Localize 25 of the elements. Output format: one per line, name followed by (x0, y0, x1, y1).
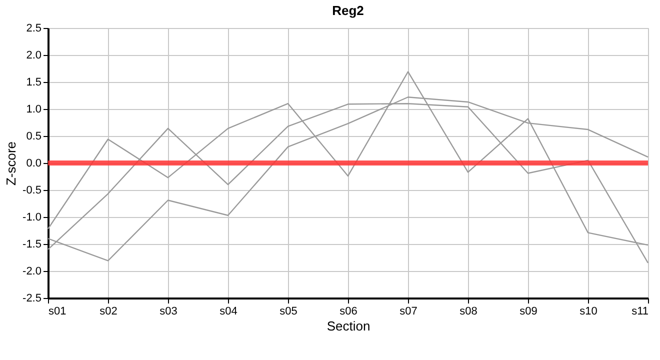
x-tick-label: s03 (160, 306, 178, 318)
y-tick-label: 2.0 (26, 50, 42, 62)
y-tick-label: -1.0 (22, 212, 42, 224)
y-tick-label: -2.5 (22, 292, 42, 304)
y-axis-title: Z-score (4, 141, 19, 186)
y-tick-label: 2.5 (26, 22, 42, 34)
y-tick-label: -1.5 (22, 238, 42, 250)
x-tick-label: s04 (220, 306, 238, 318)
x-tick-label: s08 (460, 306, 478, 318)
x-tick-label: s05 (280, 306, 298, 318)
y-tick-label: -2.0 (22, 266, 42, 278)
x-tick-label: s06 (340, 306, 358, 318)
x-tick-label: s09 (520, 306, 538, 318)
x-tick-label: s10 (580, 306, 598, 318)
x-tick-label: s11 (632, 306, 648, 318)
x-tick-label: s01 (48, 306, 66, 318)
y-tick-label: 0.5 (26, 130, 42, 142)
x-tick-label: s02 (100, 306, 118, 318)
y-tick-label: -0.5 (22, 184, 42, 196)
x-axis-title: Section (326, 318, 370, 334)
y-tick-label: 1.0 (26, 104, 42, 116)
chart-title: Reg2 (332, 3, 364, 18)
x-tick-label: s07 (400, 306, 418, 318)
y-tick-label: 0.0 (26, 158, 42, 170)
y-tick-label: 1.5 (26, 76, 42, 88)
